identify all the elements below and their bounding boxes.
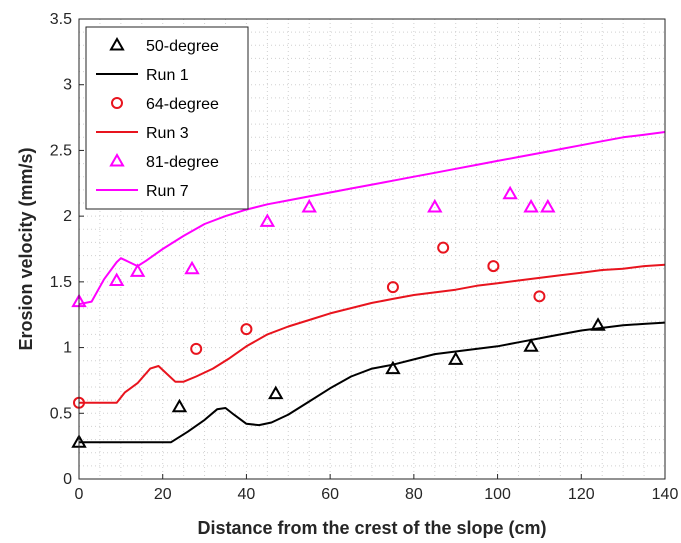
data-point-50-degree — [590, 317, 606, 331]
x-tick-label: 140 — [652, 486, 679, 503]
legend-label-64-degree: 64-degree — [146, 96, 219, 113]
data-point-81-degree — [184, 260, 200, 275]
y-tick-label: 1.5 — [50, 274, 72, 291]
axes: 0 20 40 60 80 100 120 140 0 0.5 1 1.5 2 2.5 3 3.5 — [50, 11, 679, 503]
x-tick-label: 0 — [75, 486, 84, 503]
series-line-run-3 — [79, 263, 666, 404]
data-point-50-degree — [268, 385, 284, 400]
y-axis-label: Erosion velocity (mm/s) — [16, 147, 36, 350]
data-point-50-degree — [447, 351, 464, 365]
legend-marker-81-degree — [109, 152, 125, 167]
data-point-81-degree — [540, 198, 556, 213]
legend-label-run-7: Run 7 — [146, 183, 189, 200]
data-point-50-degree — [171, 398, 188, 413]
data-point-50-degree — [385, 360, 401, 375]
y-tick-label: 2 — [63, 208, 72, 225]
x-tick-label: 60 — [321, 486, 339, 503]
data-point-64-degree — [386, 281, 399, 294]
data-point-81-degree — [129, 263, 146, 277]
x-tick-label: 20 — [154, 486, 172, 503]
grid — [79, 19, 665, 479]
legend-marker-64-degree — [111, 97, 123, 109]
x-axis-label: Distance from the crest of the slope (cm… — [197, 518, 546, 538]
y-tick-label: 0.5 — [50, 405, 72, 422]
legend-label-81-degree: 81-degree — [146, 154, 219, 171]
x-tick-label: 80 — [405, 486, 423, 503]
data-point-50-degree — [523, 338, 539, 352]
x-tick-label: 100 — [484, 486, 511, 503]
data-point-81-degree — [523, 198, 539, 213]
legend-label-run-1: Run 1 — [146, 67, 189, 84]
data-point-81-degree — [108, 272, 125, 287]
data-point-81-degree — [259, 213, 276, 227]
series-line-run-1 — [79, 321, 666, 444]
series-line-run-7 — [78, 131, 666, 306]
y-tick-label: 1 — [63, 340, 72, 357]
data-point-81-degree — [502, 185, 518, 200]
legend-label-run-3: Run 3 — [146, 125, 189, 142]
x-tick-label: 120 — [568, 486, 595, 503]
plot-frame — [78, 18, 666, 480]
y-tick-label: 3 — [63, 77, 72, 94]
y-tick-label: 3.5 — [50, 11, 72, 28]
data-point-64-degree — [190, 342, 203, 355]
data-point-64-degree — [437, 241, 450, 254]
data-point-64-degree — [487, 260, 500, 273]
data-point-81-degree — [301, 198, 317, 213]
x-tick-label: 40 — [238, 486, 256, 503]
data-point-64-degree — [240, 323, 253, 336]
legend-box — [85, 26, 249, 210]
series-layer — [71, 131, 666, 448]
legend: 50-degree Run 1 64-degree Run 3 81-degree Run… — [85, 26, 249, 210]
y-tick-label: 2.5 — [50, 142, 72, 159]
y-tick-label: 0 — [63, 471, 72, 488]
legend-label-50-degree: 50-degree — [146, 38, 219, 55]
data-point-81-degree — [427, 198, 443, 213]
data-point-64-degree — [533, 290, 546, 303]
legend-marker-50-degree — [109, 36, 125, 51]
